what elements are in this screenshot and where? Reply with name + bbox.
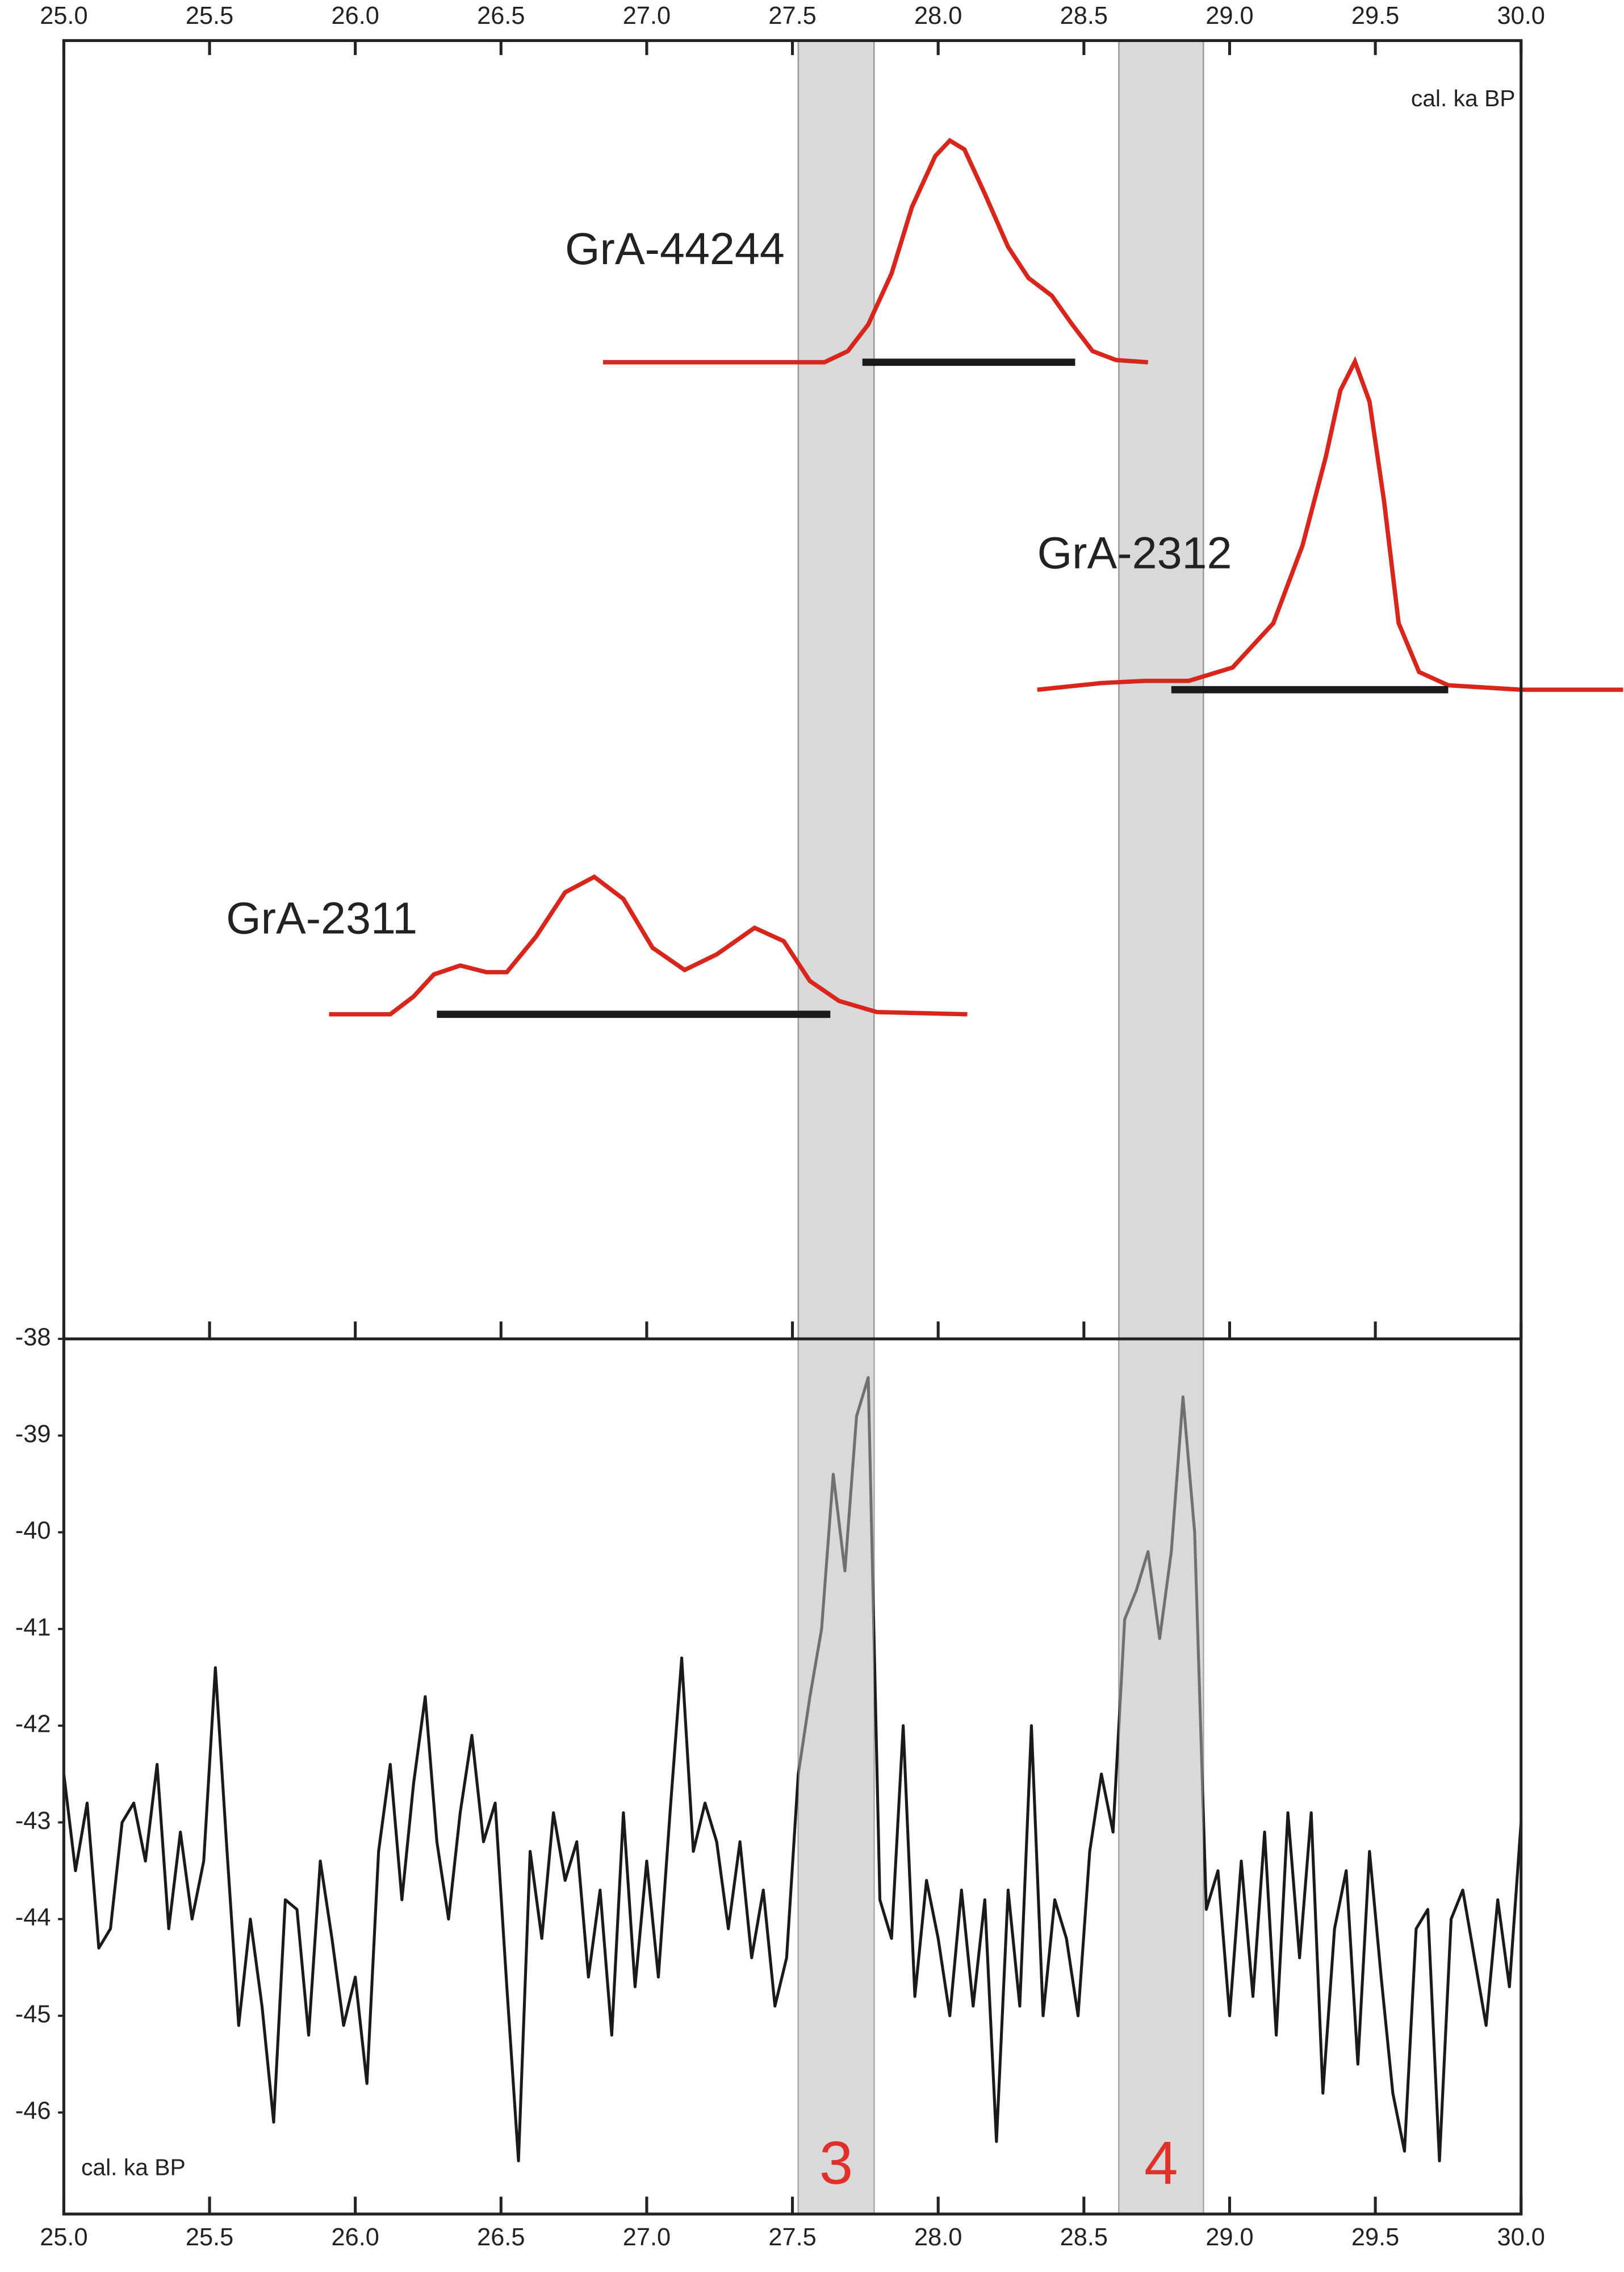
x-tick-label: 27.5 bbox=[768, 2224, 816, 2251]
density-curve bbox=[1037, 356, 1623, 692]
density-curve bbox=[329, 874, 968, 1017]
y-tick-label: -38 bbox=[15, 1324, 51, 1351]
x-tick-label: 25.0 bbox=[40, 2224, 87, 2251]
x-tick-label: 28.0 bbox=[914, 2224, 962, 2251]
axis-label: cal. ka BP bbox=[1411, 85, 1516, 111]
x-tick-label: 29.0 bbox=[1206, 2, 1253, 30]
sample-label: GrA-44244 bbox=[565, 223, 785, 274]
x-tick-label: 26.0 bbox=[331, 2224, 379, 2251]
x-tick-label: 26.5 bbox=[477, 2224, 525, 2251]
data-line bbox=[62, 1376, 1523, 2162]
y-tick-label: -41 bbox=[15, 1614, 51, 1641]
band-label: 3 bbox=[819, 2129, 853, 2197]
x-tick-label: 28.5 bbox=[1060, 2, 1108, 30]
y-tick-label: -43 bbox=[15, 1807, 51, 1835]
x-tick-label: 25.0 bbox=[40, 2, 87, 30]
x-tick-label: 27.5 bbox=[768, 2, 816, 30]
y-tick-label: -42 bbox=[15, 1711, 51, 1738]
band-overlay bbox=[1119, 1339, 1204, 2214]
x-tick-label: 25.5 bbox=[186, 2224, 233, 2251]
y-tick-label: -44 bbox=[15, 1904, 51, 1931]
highlight-band bbox=[1118, 40, 1204, 2215]
x-tick-label: 27.0 bbox=[623, 2, 671, 30]
x-tick-label: 26.5 bbox=[477, 2, 525, 30]
x-tick-label: 26.0 bbox=[331, 2, 379, 30]
band-label: 4 bbox=[1144, 2129, 1178, 2197]
highlight-band bbox=[797, 40, 875, 2215]
frame bbox=[62, 39, 1523, 2216]
x-tick-label: 29.5 bbox=[1351, 2224, 1399, 2251]
x-tick-label: 27.0 bbox=[623, 2224, 671, 2251]
axis-label: cal. ka BP bbox=[81, 2154, 186, 2181]
sample-label: GrA-2311 bbox=[226, 892, 417, 943]
x-tick-label: 25.5 bbox=[186, 2, 233, 30]
x-tick-label: 28.0 bbox=[914, 2, 962, 30]
y-tick-label: -39 bbox=[15, 1421, 51, 1448]
x-tick-label: 29.0 bbox=[1206, 2224, 1253, 2251]
y-tick-label: -45 bbox=[15, 2000, 51, 2028]
x-tick-label: 30.0 bbox=[1497, 2, 1545, 30]
band-overlay bbox=[798, 1339, 874, 2214]
y-tick-label: -40 bbox=[15, 1517, 51, 1544]
x-tick-label: 30.0 bbox=[1497, 2224, 1545, 2251]
x-tick-label: 28.5 bbox=[1060, 2224, 1108, 2251]
sample-label: GrA-2312 bbox=[1037, 527, 1232, 578]
x-tick-label: 29.5 bbox=[1351, 2, 1399, 30]
y-tick-label: -46 bbox=[15, 2098, 51, 2125]
density-curve bbox=[602, 137, 1149, 365]
